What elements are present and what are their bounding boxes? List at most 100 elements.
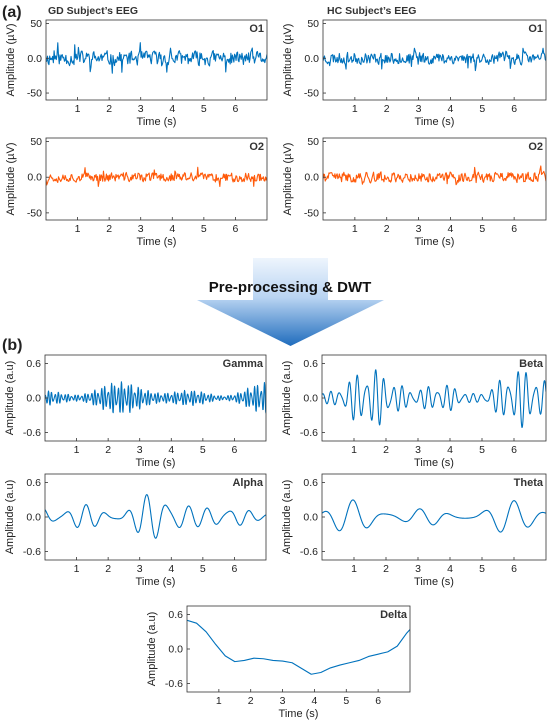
y-tick-label: 0.0 — [27, 172, 42, 184]
x-tick-label: 5 — [343, 695, 349, 707]
plot-frame — [45, 19, 268, 101]
y-tick-label: 50 — [30, 18, 42, 30]
x-tick-label: 3 — [138, 103, 144, 115]
x-tick-label: 6 — [511, 444, 517, 456]
x-tick-label: 4 — [169, 223, 175, 235]
x-tick-label: 3 — [280, 695, 286, 707]
y-tick-label: 0.0 — [304, 53, 319, 65]
x-tick-label: 6 — [232, 444, 238, 456]
plot-beta: 1 2 3 4 5 6 0.6 0.0 -0.6 Time (s) Amplitude (a.u) B… — [281, 354, 547, 469]
x-tick-label: 6 — [511, 563, 517, 575]
x-tick-label: 3 — [137, 563, 143, 575]
plot-hc-o2: 1 2 3 4 5 6 50 0.0 -50 Time (s) Amplitude (µV) O2 — [282, 136, 547, 248]
x-axis-label: Time (s) — [137, 116, 177, 128]
x-tick-label: 4 — [168, 444, 174, 456]
y-tick-label: -50 — [304, 207, 319, 219]
x-tick-label: 5 — [201, 223, 207, 235]
x-tick-label: 6 — [233, 223, 239, 235]
y-tick-label: -0.6 — [23, 546, 41, 558]
y-axis-label: Amplitude (a.u) — [281, 361, 293, 436]
x-tick-label: 1 — [75, 103, 81, 115]
x-tick-label: 1 — [352, 223, 358, 235]
x-axis-label: Time (s) — [279, 708, 319, 720]
plot-gd-o2: 1 2 3 4 5 6 50 0.0 -50 Time (s) Amplitude (µV) O2 — [5, 136, 268, 248]
channel-label: Delta — [380, 609, 408, 621]
plot-alpha: 1 2 3 4 5 6 0.6 0.0 -0.6 Time (s) Amplitude (a.u) A… — [4, 473, 267, 588]
channel-label: O2 — [249, 141, 264, 153]
x-tick-label: 2 — [106, 223, 112, 235]
y-tick-label: 0.6 — [26, 477, 41, 489]
x-tick-label: 3 — [138, 223, 144, 235]
x-tick-label: 1 — [351, 563, 357, 575]
x-tick-label: 2 — [384, 103, 390, 115]
x-tick-label: 2 — [383, 444, 389, 456]
x-axis-label: Time (s) — [415, 116, 455, 128]
y-tick-label: 0.0 — [27, 53, 42, 65]
x-tick-label: 6 — [375, 695, 381, 707]
x-tick-label: 6 — [511, 103, 517, 115]
x-tick-label: 1 — [351, 444, 357, 456]
y-axis-label: Amplitude (a.u) — [4, 361, 16, 436]
y-axis-label: Amplitude (a.u) — [4, 480, 16, 555]
panel-b-tag: (b) — [2, 337, 22, 354]
x-tick-label: 2 — [248, 695, 254, 707]
x-tick-label: 3 — [415, 563, 421, 575]
x-tick-label: 5 — [479, 223, 485, 235]
y-tick-label: 0.0 — [26, 512, 41, 524]
y-tick-label: 0.6 — [26, 358, 41, 370]
y-axis-label: Amplitude (µV) — [5, 24, 17, 97]
x-tick-label: 3 — [137, 444, 143, 456]
y-tick-label: -50 — [27, 88, 42, 100]
x-tick-label: 3 — [416, 103, 422, 115]
y-tick-label: 0.0 — [303, 393, 318, 405]
channel-label: Gamma — [223, 358, 264, 370]
y-tick-label: 0.0 — [304, 172, 319, 184]
gd-heading: GD Subject’s EEG — [48, 5, 138, 17]
plot-frame — [186, 605, 411, 693]
x-tick-label: 2 — [106, 103, 112, 115]
plot-frame — [45, 137, 268, 221]
signal-line-hc-o1 — [323, 47, 546, 72]
signal-line-delta — [187, 619, 410, 675]
x-tick-label: 4 — [447, 563, 453, 575]
signal-line-beta — [322, 369, 546, 429]
signal-line-gd-o2 — [46, 166, 267, 187]
plot-gd-o1: 1 2 3 4 5 6 50 0.0 -50 Time (s) Amplitude (µV) O1 — [5, 18, 268, 128]
x-tick-label: 1 — [74, 563, 80, 575]
plot-theta: 1 2 3 4 5 6 0.6 0.0 -0.6 Time (s) Amplitude (a.u) T… — [281, 473, 547, 588]
plot-frame — [322, 19, 547, 101]
y-tick-label: 0.6 — [168, 609, 183, 621]
x-tick-label: 4 — [312, 695, 318, 707]
x-tick-label: 5 — [201, 103, 207, 115]
y-axis-label: Amplitude (a.u) — [281, 480, 293, 555]
signal-line-gd-o1 — [46, 42, 267, 74]
x-axis-label: Time (s) — [415, 236, 455, 248]
x-tick-label: 5 — [200, 563, 206, 575]
channel-label: O1 — [249, 23, 264, 35]
y-axis-label: Amplitude (a.u) — [146, 612, 158, 687]
y-axis-label: Amplitude (µV) — [282, 143, 294, 216]
x-tick-label: 4 — [169, 103, 175, 115]
signal-line-hc-o2 — [323, 165, 546, 186]
x-axis-label: Time (s) — [136, 457, 176, 469]
x-tick-label: 6 — [511, 223, 517, 235]
y-tick-label: -0.6 — [23, 427, 41, 439]
x-tick-label: 6 — [232, 563, 238, 575]
x-axis-label: Time (s) — [414, 576, 454, 588]
signal-line-alpha — [45, 494, 266, 539]
plot-gamma: 1 2 3 4 5 6 0.6 0.0 -0.6 Time (s) Amplitude (a.u) G… — [4, 354, 267, 469]
x-axis-label: Time (s) — [136, 576, 176, 588]
x-tick-label: 4 — [448, 223, 454, 235]
x-tick-label: 3 — [416, 223, 422, 235]
signal-line-theta — [322, 499, 546, 533]
channel-label: Theta — [514, 477, 544, 489]
channel-label: O1 — [528, 23, 543, 35]
plot-frame — [322, 137, 547, 221]
channel-label: Alpha — [232, 477, 263, 489]
x-tick-label: 1 — [75, 223, 81, 235]
arrow-shape — [197, 258, 384, 346]
channel-label: Beta — [519, 358, 544, 370]
y-tick-label: 50 — [30, 136, 42, 148]
x-tick-label: 2 — [384, 223, 390, 235]
